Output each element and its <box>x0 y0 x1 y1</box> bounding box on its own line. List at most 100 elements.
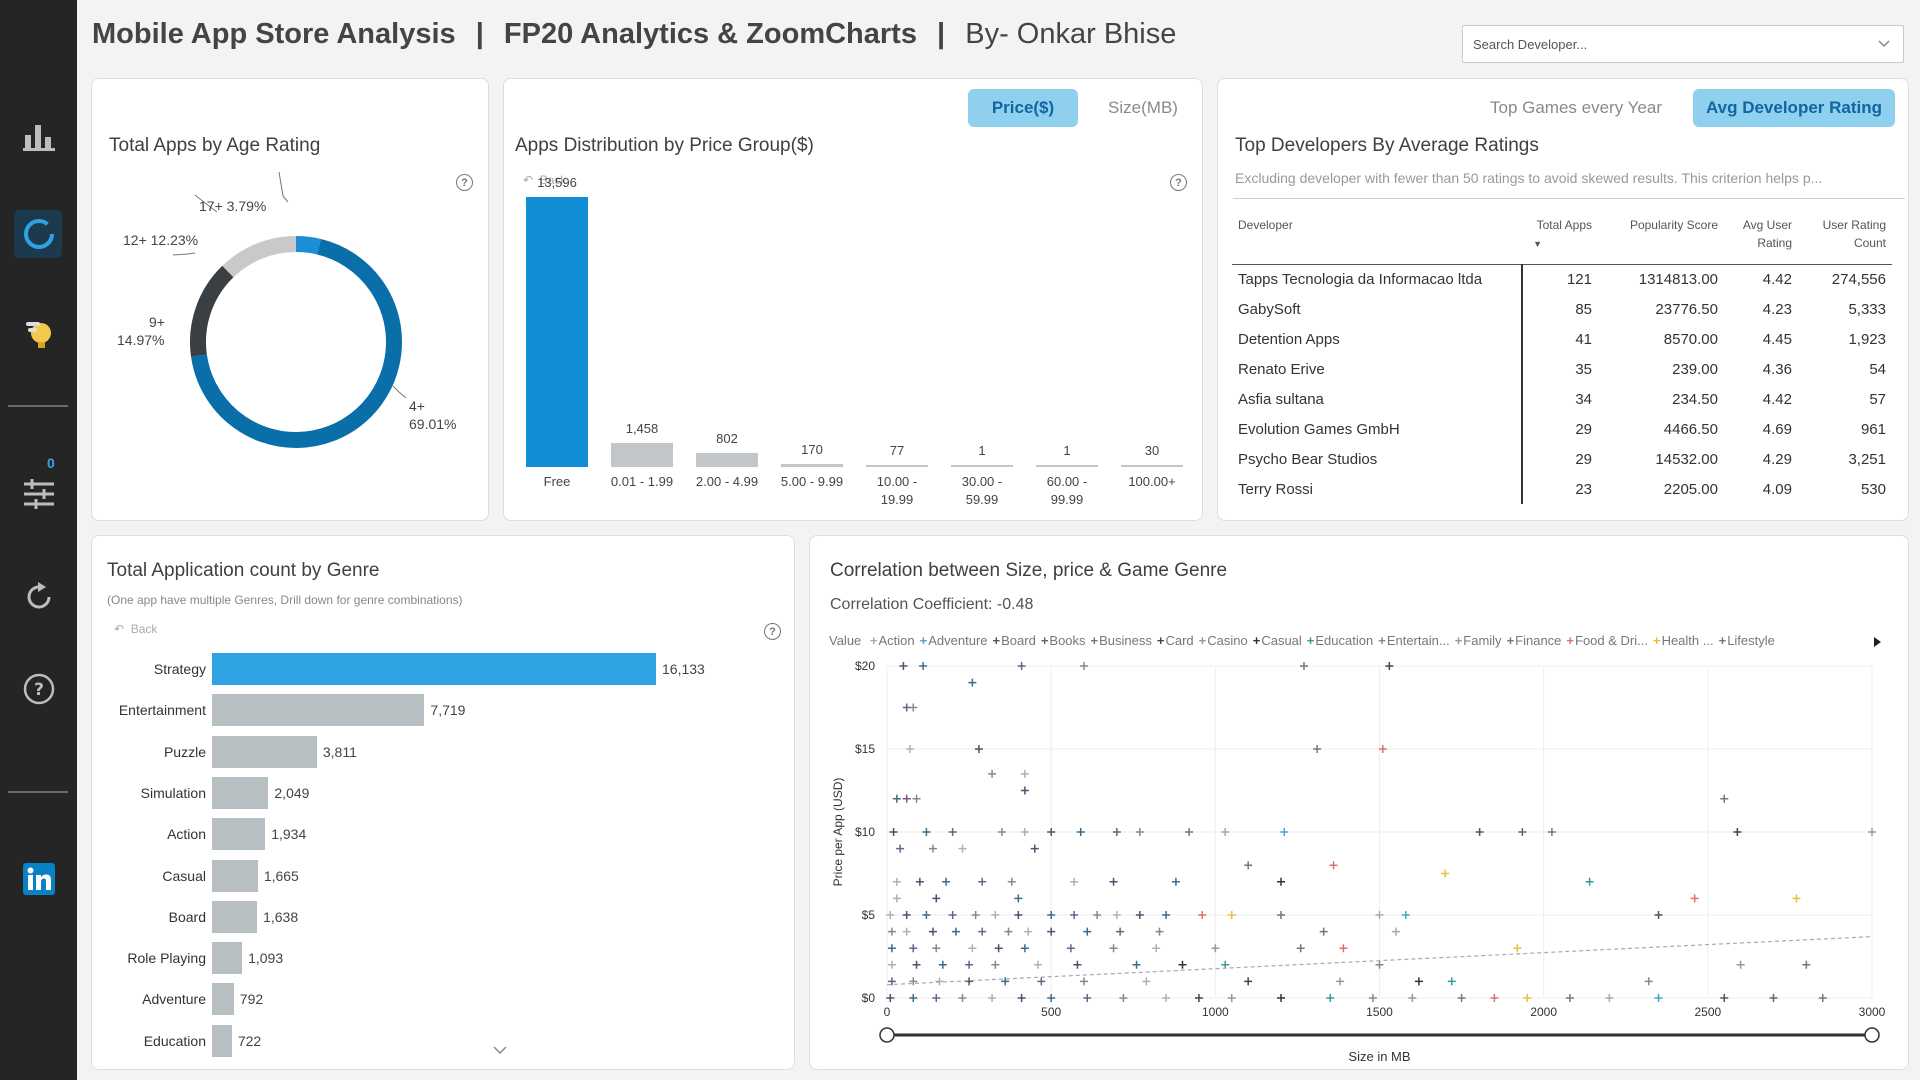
scatter-point[interactable] <box>1020 786 1029 795</box>
price-bar[interactable] <box>696 453 758 467</box>
scatter-point[interactable] <box>994 944 1003 953</box>
scatter-point[interactable] <box>902 794 911 803</box>
scatter-point[interactable] <box>1014 894 1023 903</box>
chevron-down-icon[interactable] <box>492 1044 508 1056</box>
legend-item[interactable]: +Casino <box>1199 633 1248 648</box>
scatter-point[interactable] <box>892 794 901 803</box>
legend-item[interactable]: +Business <box>1091 633 1152 648</box>
scatter-point[interactable] <box>1296 944 1305 953</box>
scatter-point[interactable] <box>935 977 944 986</box>
help-icon[interactable]: ? <box>0 661 77 717</box>
table-row[interactable]: Renato Erive 35 239.00 4.36 54 <box>1232 354 1892 384</box>
scatter-point[interactable] <box>922 828 931 836</box>
lightbulb-icon[interactable] <box>0 305 77 361</box>
scatter-point[interactable] <box>887 927 896 936</box>
scatter-point[interactable] <box>902 927 911 936</box>
genre-bar[interactable] <box>212 983 234 1016</box>
legend-item[interactable]: +Books <box>1041 633 1086 648</box>
refresh-icon[interactable] <box>0 569 77 625</box>
genre-bar[interactable] <box>212 694 425 727</box>
scatter-point[interactable] <box>1769 994 1778 1002</box>
scatter-point[interactable] <box>1319 927 1328 936</box>
toggle-size[interactable]: Size(MB) <box>1108 98 1178 117</box>
scatter-point[interactable] <box>1083 994 1092 1002</box>
linkedin-icon[interactable] <box>0 851 77 907</box>
scatter-point[interactable] <box>887 944 896 953</box>
scatter-point[interactable] <box>899 662 908 670</box>
scatter-point[interactable] <box>1083 927 1092 936</box>
price-bar[interactable] <box>866 465 928 467</box>
legend-item[interactable]: +Finance <box>1507 633 1562 648</box>
scatter-point[interactable] <box>1020 828 1029 836</box>
table-row[interactable]: Tapps Tecnologia da Informacao ltda 121 13… <box>1232 263 1892 294</box>
legend-item[interactable]: +Board <box>993 633 1036 648</box>
scatter-point[interactable] <box>1277 911 1285 919</box>
genre-bar[interactable] <box>212 818 266 851</box>
donut-slice-12plus[interactable] <box>222 236 297 278</box>
scatter-point[interactable] <box>1868 828 1876 836</box>
scatter-point[interactable] <box>1047 994 1056 1002</box>
legend-item[interactable]: +Adventure <box>920 633 988 648</box>
genre-bar[interactable] <box>212 900 258 933</box>
scatter-point[interactable] <box>1547 828 1556 836</box>
price-bar[interactable] <box>611 443 673 467</box>
col-popularity-score[interactable]: Popularity Score <box>1629 218 1718 232</box>
help-icon[interactable]: ? <box>1170 174 1187 191</box>
scatter-point[interactable] <box>896 844 905 853</box>
scatter-point[interactable] <box>968 678 977 687</box>
scatter-point[interactable] <box>1221 828 1230 836</box>
scatter-point[interactable] <box>1155 927 1164 936</box>
legend-next-icon[interactable] <box>1872 636 1882 648</box>
scatter-point[interactable] <box>1720 994 1729 1002</box>
scatter-point[interactable] <box>1047 911 1056 919</box>
scatter-point[interactable] <box>1070 877 1079 886</box>
scatter-point[interactable] <box>1818 994 1827 1002</box>
scatter-point[interactable] <box>1162 994 1171 1002</box>
scatter-point[interactable] <box>958 994 967 1002</box>
genre-bar[interactable] <box>212 1024 232 1057</box>
scatter-point[interactable] <box>1221 960 1230 969</box>
scatter-point[interactable] <box>1116 927 1125 936</box>
donut-slice-4plus[interactable] <box>191 238 402 448</box>
scatter-point[interactable] <box>909 944 918 953</box>
scatter-point[interactable] <box>1047 828 1056 836</box>
genre-bar[interactable] <box>212 942 243 975</box>
scatter-point[interactable] <box>887 960 896 969</box>
scatter-point[interactable] <box>919 662 928 670</box>
range-slider-handle[interactable] <box>879 1027 895 1043</box>
scatter-point[interactable] <box>1070 911 1079 919</box>
donut-slice-9plus[interactable] <box>190 265 234 357</box>
legend-item[interactable]: +Card <box>1157 633 1194 648</box>
scatter-point[interactable] <box>1198 911 1207 919</box>
price-bar[interactable] <box>951 465 1013 467</box>
scatter-point[interactable] <box>909 994 918 1002</box>
scatter-point[interactable] <box>909 977 918 986</box>
scatter-point[interactable] <box>1007 877 1016 886</box>
scatter-point[interactable] <box>1385 662 1394 670</box>
scatter-point[interactable] <box>1135 828 1144 836</box>
scatter-point[interactable] <box>892 877 901 886</box>
genre-bar[interactable] <box>212 653 656 685</box>
scatter-point[interactable] <box>905 745 914 753</box>
toggle-price[interactable]: Price($) <box>968 89 1078 127</box>
scatter-point[interactable] <box>1523 994 1532 1002</box>
back-button[interactable]: ↶ Back <box>523 173 567 187</box>
legend-item[interactable]: +Entertain... <box>1378 633 1449 648</box>
scatter-point[interactable] <box>1037 977 1046 986</box>
scatter-point[interactable] <box>1017 994 1026 1002</box>
help-icon[interactable]: ? <box>456 174 473 191</box>
scatter-point[interactable] <box>1014 911 1023 919</box>
scatter-point[interactable] <box>889 828 898 836</box>
scatter-point[interactable] <box>1080 977 1088 986</box>
scatter-point[interactable] <box>1690 894 1699 903</box>
scatter-point[interactable] <box>1017 662 1026 670</box>
back-button[interactable]: ↶ Back <box>114 622 158 636</box>
scatter-point[interactable] <box>1152 944 1161 953</box>
scatter-point[interactable] <box>1093 911 1102 919</box>
scatter-point[interactable] <box>1211 944 1220 953</box>
scatter-point[interactable] <box>1457 994 1466 1002</box>
help-icon[interactable]: ? <box>764 623 781 640</box>
scatter-point[interactable] <box>1408 994 1417 1002</box>
legend-item[interactable]: +Health ... <box>1653 633 1714 648</box>
tab-avg-developer-rating[interactable]: Avg Developer Rating <box>1693 89 1895 127</box>
